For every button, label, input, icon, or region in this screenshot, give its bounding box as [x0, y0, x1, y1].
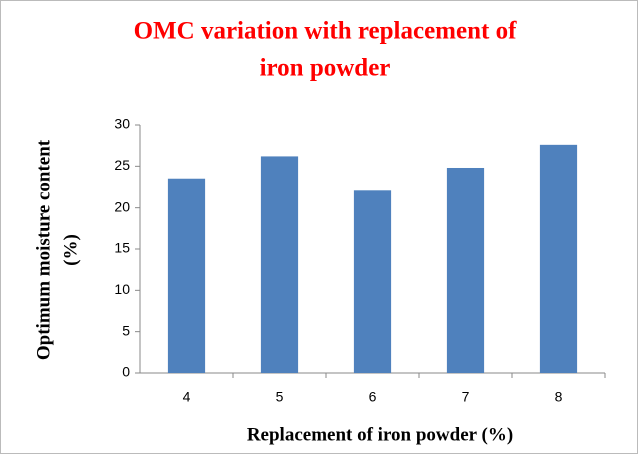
- x-tick-label: 6: [369, 389, 377, 405]
- x-tick-label: 5: [276, 389, 284, 405]
- y-tick-label: 10: [114, 281, 130, 297]
- y-tick-label: 5: [122, 322, 130, 338]
- y-tick-label: 20: [114, 198, 130, 214]
- y-tick-label: 15: [114, 240, 130, 256]
- x-tick-label: 8: [555, 389, 563, 405]
- bar: [353, 190, 392, 373]
- bar: [167, 178, 206, 373]
- chart-title: OMC variation with replacement of: [134, 18, 517, 45]
- bar: [539, 144, 578, 373]
- chart-title: iron powder: [260, 55, 391, 82]
- x-axis-title: Replacement of iron powder (%): [247, 424, 513, 445]
- y-axis-title: (%): [60, 234, 81, 266]
- y-tick-label: 25: [114, 157, 130, 173]
- y-tick-label: 0: [122, 364, 130, 380]
- y-tick-label: 30: [114, 116, 130, 132]
- x-tick-label: 4: [183, 389, 191, 405]
- y-axis-title: Optimum moisture content: [33, 139, 54, 360]
- x-tick-label: 7: [462, 389, 470, 405]
- bar: [260, 156, 299, 373]
- bar: [446, 167, 485, 373]
